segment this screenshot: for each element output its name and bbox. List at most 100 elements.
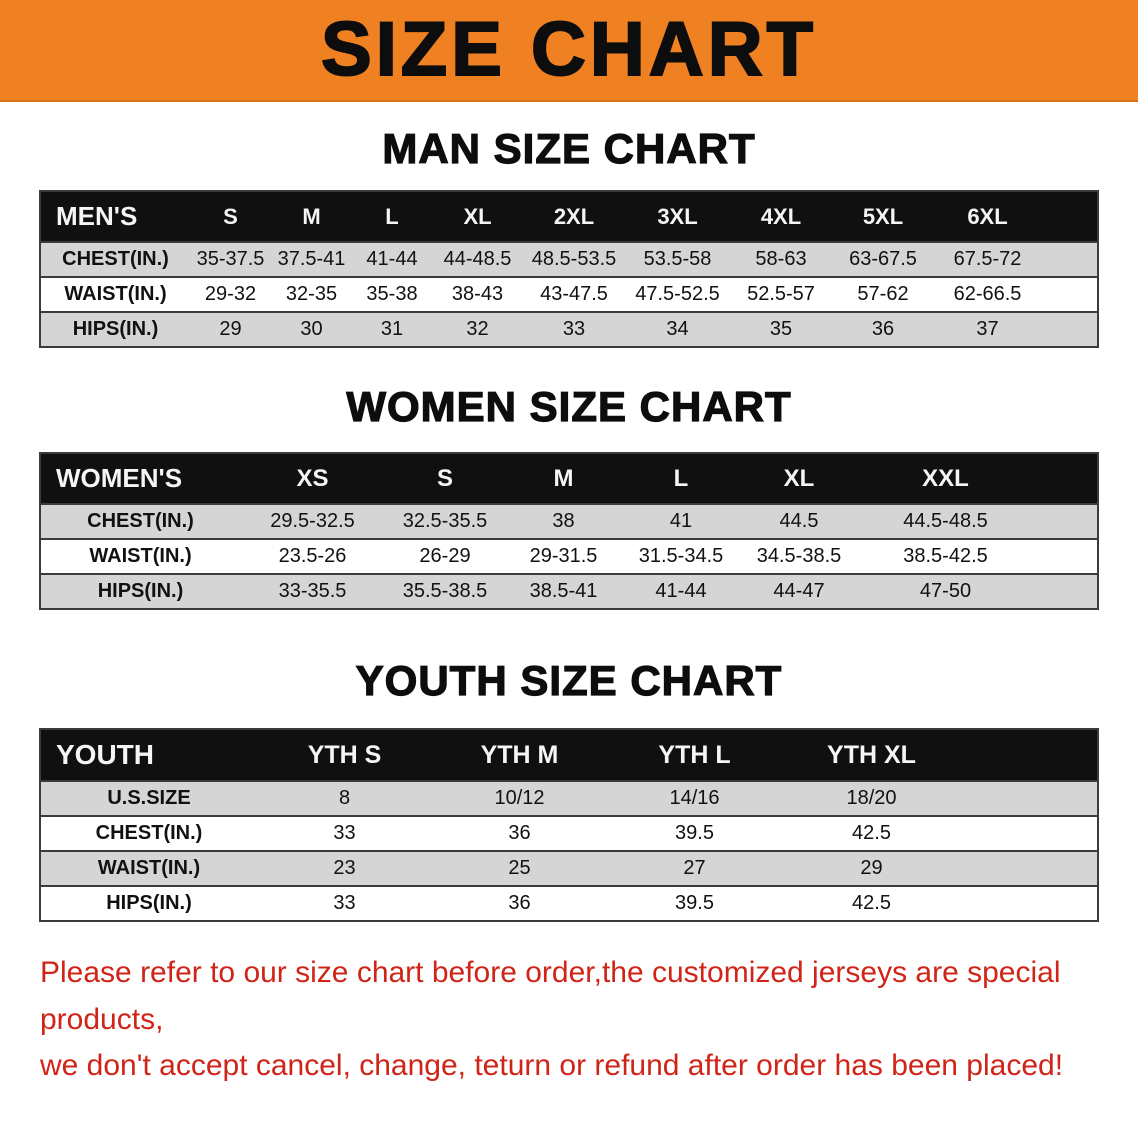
column-header: M: [553, 464, 574, 492]
table-cell: 41-44: [655, 580, 707, 602]
banner: SIZE CHART: [0, 0, 1138, 102]
men-size-table: MEN'S S M L XL 2XL 3XL 4XL 5XL 6XL CHEST(IN.) 35-37…: [39, 190, 1099, 348]
table-title-cell: WOMEN'S: [56, 463, 183, 493]
table-cell: 35-37.5: [196, 248, 265, 270]
header-row: YOUTH YTH S YTH M YTH L YTH XL: [40, 729, 1098, 781]
table-cell: 42.5: [852, 822, 891, 844]
row-label: HIPS(IN.): [72, 318, 159, 340]
column-header: S: [436, 464, 453, 492]
column-header: 3XL: [657, 203, 698, 229]
table-row: CHEST(IN.) 33 36 39.5 42.5: [40, 816, 1098, 851]
column-header: XXL: [922, 464, 969, 492]
banner-title: SIZE CHART: [320, 7, 817, 92]
table-cell: 25: [508, 857, 531, 879]
table-row: CHEST(IN.) 29.5-32.5 32.5-35.5 38 41 44.5 44.5…: [40, 504, 1098, 539]
table-cell: 36: [871, 318, 895, 340]
table-cell: 33: [333, 822, 356, 844]
row-label: WAIST(IN.): [89, 545, 192, 567]
row-label: WAIST(IN.): [64, 283, 167, 305]
column-header: YTH XL: [827, 740, 916, 769]
table-cell: 8: [338, 787, 351, 809]
table-cell: 67.5-72: [953, 248, 1022, 270]
table-cell: 41: [669, 510, 693, 532]
table-cell: 48.5-53.5: [531, 248, 617, 270]
column-header: YTH L: [658, 740, 731, 769]
table-cell: 43-47.5: [540, 283, 608, 305]
table-cell: 27: [683, 857, 706, 879]
row-label: HIPS(IN.): [106, 892, 192, 914]
table-cell: 31.5-34.5: [638, 545, 724, 567]
table-cell: 38.5-42.5: [903, 545, 988, 567]
table-cell: 44.5: [779, 510, 819, 532]
table-cell: 47.5-52.5: [635, 283, 720, 305]
column-header: S: [223, 203, 238, 229]
table-cell: 23.5-26: [278, 545, 347, 567]
table-row: HIPS(IN.) 33 36 39.5 42.5: [40, 886, 1098, 921]
table-cell: 37: [976, 318, 999, 340]
table-cell: 44.5-48.5: [903, 510, 988, 532]
column-header: YTH S: [307, 740, 382, 769]
column-header: XL: [783, 464, 815, 492]
column-header: 5XL: [862, 203, 904, 229]
table-cell: 35-38: [366, 283, 418, 305]
youth-size-table: YOUTH YTH S YTH M YTH L YTH XL U.S.SIZE 8 10/12…: [39, 728, 1099, 922]
table-row: CHEST(IN.) 35-37.5 37.5-41 41-44 44-48.5 48.5…: [40, 242, 1098, 277]
table-cell: 57-62: [857, 283, 909, 305]
table-row: WAIST(IN.) 29-32 32-35 35-38 38-43 43-47.5 47.…: [40, 277, 1098, 312]
table-cell: 32-35: [285, 283, 338, 305]
header-row: MEN'S S M L XL 2XL 3XL 4XL 5XL 6XL: [40, 191, 1098, 242]
disclaimer-note: Please refer to our size chart before or…: [40, 950, 1098, 1090]
column-header: L: [673, 464, 689, 492]
table-cell: 39.5: [675, 822, 714, 844]
table-cell: 29-31.5: [529, 545, 598, 567]
table-cell: 18/20: [846, 787, 897, 809]
row-label: CHEST(IN.): [87, 510, 194, 532]
table-cell: 53.5-58: [643, 248, 712, 270]
column-header: L: [385, 203, 399, 229]
table-row: HIPS(IN.) 29 30 31 32 33 34 35 36 37: [40, 312, 1098, 347]
table-title-cell: YOUTH: [56, 739, 154, 770]
youth-section-heading: YOUTH SIZE CHART: [355, 657, 783, 704]
table-cell: 29: [219, 318, 242, 340]
table-cell: 39.5: [675, 892, 714, 914]
table-cell: 47-50: [919, 580, 972, 602]
disclaimer-line-2: we don't accept cancel, change, teturn o…: [40, 1049, 1064, 1082]
table-cell: 29.5-32.5: [270, 510, 355, 532]
table-cell: 33: [562, 318, 586, 340]
column-header: M: [302, 203, 321, 229]
table-cell: 34: [666, 318, 689, 340]
column-header: XS: [296, 464, 329, 492]
table-cell: 35.5-38.5: [402, 580, 488, 602]
table-cell: 38: [552, 510, 575, 532]
row-label: CHEST(IN.): [62, 248, 169, 270]
table-cell: 35: [769, 318, 793, 340]
column-header: YTH M: [480, 740, 559, 769]
table-cell: 33-35.5: [278, 580, 347, 602]
row-label: CHEST(IN.): [95, 822, 203, 844]
table-cell: 10/12: [494, 787, 545, 809]
column-header: 2XL: [553, 203, 595, 229]
table-cell: 44-47: [773, 580, 825, 602]
table-cell: 36: [508, 892, 531, 914]
table-row: U.S.SIZE 8 10/12 14/16 18/20: [40, 781, 1098, 816]
disclaimer-line-1: Please refer to our size chart before or…: [40, 956, 1061, 1036]
men-section-heading: MAN SIZE CHART: [382, 125, 756, 172]
table-row: HIPS(IN.) 33-35.5 35.5-38.5 38.5-41 41-44 44-…: [40, 574, 1098, 609]
table-cell: 63-67.5: [849, 248, 917, 270]
table-cell: 33: [333, 892, 356, 914]
column-header: XL: [463, 203, 492, 229]
table-row: WAIST(IN.) 23 25 27 29: [40, 851, 1098, 886]
table-cell: 58-63: [755, 248, 807, 270]
table-cell: 38.5-41: [529, 580, 598, 602]
table-cell: 42.5: [852, 892, 891, 914]
table-cell: 38-43: [451, 283, 504, 305]
table-cell: 37.5-41: [277, 248, 346, 270]
table-cell: 36: [508, 822, 531, 844]
table-cell: 29: [860, 857, 883, 879]
table-cell: 26-29: [419, 545, 471, 567]
table-cell: 32.5-35.5: [402, 510, 488, 532]
column-header: 6XL: [967, 203, 1008, 229]
table-cell: 34.5-38.5: [756, 545, 842, 567]
table-title-cell: MEN'S: [56, 201, 138, 231]
women-size-table: WOMEN'S XS S M L XL XXL CHEST(IN.) 29.5-32.5 32.5…: [39, 452, 1099, 610]
